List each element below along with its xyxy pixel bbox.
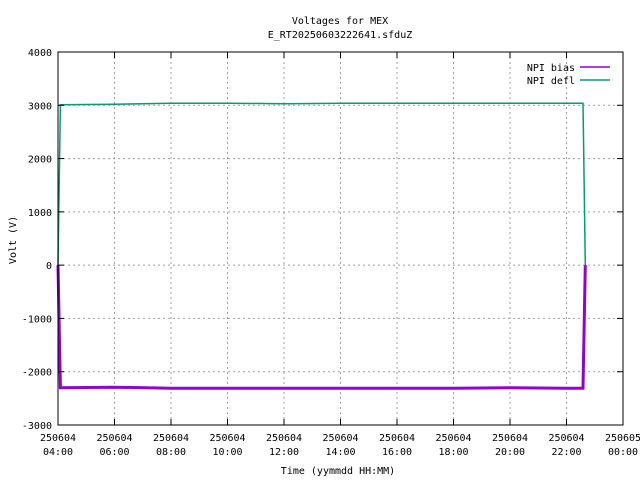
x-tick-date: 250605 [605,433,640,444]
grid-lines [58,52,623,425]
x-tick-date: 250604 [379,433,415,444]
x-tick-date: 250604 [548,433,584,444]
x-tick-time: 08:00 [156,447,186,458]
series-line-npi-bias [56,265,587,390]
x-tick-time: 10:00 [212,447,242,458]
x-tick-time: 20:00 [495,447,525,458]
x-tick-time: 14:00 [325,447,355,458]
x-axis-label: Time (yymmdd HH:MM) [281,466,395,477]
y-tick-label: -3000 [22,421,52,432]
y-axis-label: Volt (V) [8,216,19,264]
y-tick-label: 1000 [28,208,52,219]
legend-label: NPI bias [527,63,575,74]
x-tick-time: 22:00 [551,447,581,458]
x-tick-date: 250604 [492,433,528,444]
x-tick-date: 250604 [209,433,245,444]
legend: NPI bias NPI defl [527,63,610,87]
x-tick-time: 06:00 [99,447,129,458]
series-line-npi-defl [57,102,587,266]
axis-ticks: -3000 -2000 -1000 0 1000 2000 3000 4000 250604 04… [22,48,640,458]
legend-label: NPI defl [527,76,575,87]
x-tick-time: 04:00 [43,447,73,458]
x-tick-date: 250604 [40,433,76,444]
x-tick-date: 250604 [435,433,471,444]
x-tick-time: 00:00 [608,447,638,458]
x-tick-time: 16:00 [382,447,412,458]
x-tick-date: 250604 [153,433,189,444]
chart-title: Voltages for MEX [292,16,388,27]
chart-subtitle: E_RT20250603222641.sfduZ [268,30,413,41]
y-tick-label: 3000 [28,101,52,112]
x-tick-time: 12:00 [269,447,299,458]
x-tick-date: 250604 [96,433,132,444]
series-layer [56,102,587,390]
y-tick-label: -1000 [22,314,52,325]
x-tick-time: 18:00 [438,447,468,458]
y-tick-label: 4000 [28,48,52,59]
y-tick-label: -2000 [22,368,52,379]
y-tick-label: 0 [46,261,52,272]
x-tick-date: 250604 [322,433,358,444]
y-tick-label: 2000 [28,155,52,166]
x-tick-date: 250604 [266,433,302,444]
